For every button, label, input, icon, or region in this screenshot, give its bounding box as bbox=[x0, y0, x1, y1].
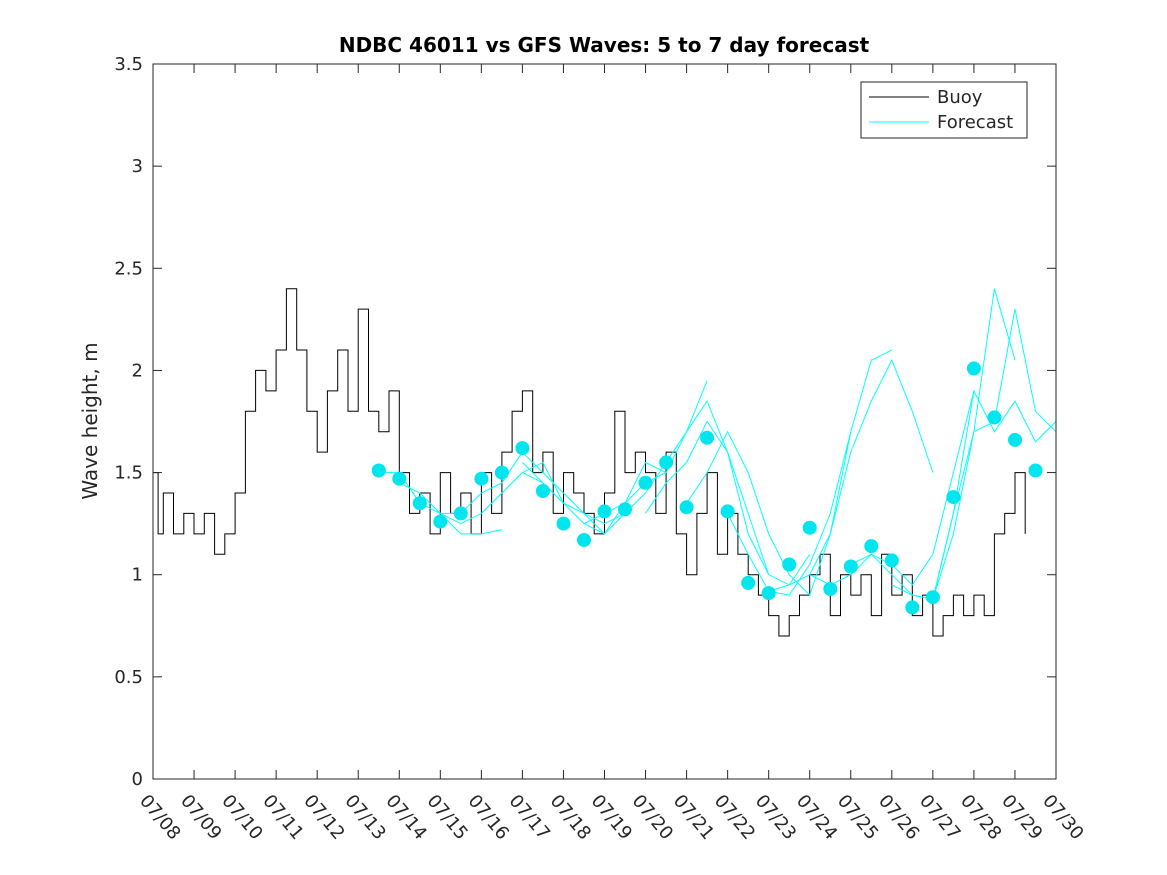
forecast-marker bbox=[556, 516, 571, 531]
forecast-marker bbox=[494, 465, 509, 480]
forecast-marker bbox=[700, 430, 715, 445]
forecast-marker bbox=[843, 559, 858, 574]
forecast-marker bbox=[535, 484, 550, 498]
forecast-marker bbox=[659, 455, 674, 470]
forecast-marker bbox=[884, 553, 899, 568]
legend-forecast-label: Forecast bbox=[937, 112, 1013, 133]
forecast-markers bbox=[371, 361, 1043, 615]
forecast-marker bbox=[515, 441, 530, 456]
y-tick-label: 3.5 bbox=[114, 54, 143, 75]
forecast-marker bbox=[864, 539, 879, 554]
forecast-line bbox=[645, 420, 811, 586]
forecast-series bbox=[378, 288, 1057, 600]
forecast-line bbox=[522, 380, 708, 525]
y-tick-label: 2.5 bbox=[114, 258, 143, 279]
forecast-marker bbox=[597, 504, 612, 519]
forecast-marker bbox=[1008, 432, 1022, 447]
forecast-line bbox=[768, 358, 934, 592]
forecast-marker bbox=[371, 463, 386, 478]
forecast-marker bbox=[823, 582, 838, 596]
forecast-marker bbox=[802, 520, 817, 535]
forecast-line bbox=[932, 389, 1057, 600]
forecast-line bbox=[686, 430, 852, 597]
forecast-marker bbox=[905, 600, 920, 615]
forecast-marker bbox=[679, 500, 694, 515]
chart-title: NDBC 46011 vs GFS Waves: 5 to 7 day fore… bbox=[339, 33, 870, 57]
forecast-marker bbox=[925, 590, 940, 605]
plot-area bbox=[153, 64, 1056, 779]
legend: Buoy Forecast bbox=[860, 81, 1028, 139]
y-tick-label: 1.5 bbox=[114, 463, 143, 484]
forecast-marker bbox=[618, 502, 632, 517]
forecast-marker bbox=[761, 586, 776, 601]
legend-box bbox=[860, 81, 1028, 139]
forecast-line bbox=[891, 309, 1057, 600]
forecast-marker bbox=[782, 557, 797, 572]
forecast-marker bbox=[966, 361, 981, 376]
forecast-marker bbox=[453, 506, 468, 521]
forecast-line bbox=[583, 400, 770, 575]
forecast-marker bbox=[741, 575, 756, 590]
y-tick-label: 3 bbox=[132, 156, 143, 177]
forecast-marker bbox=[946, 490, 961, 505]
forecast-line bbox=[727, 349, 893, 596]
forecast-marker bbox=[638, 475, 653, 490]
y-axis-ticks: 0 0.5 1 1.5 2 2.5 3 3.5 bbox=[114, 54, 1056, 790]
forecast-marker bbox=[577, 533, 591, 547]
forecast-marker bbox=[987, 410, 1002, 425]
forecast-marker bbox=[412, 496, 427, 511]
forecast-marker bbox=[474, 471, 489, 486]
forecast-marker bbox=[392, 471, 407, 486]
forecast-marker bbox=[720, 504, 735, 519]
forecast-line bbox=[481, 461, 667, 535]
y-axis-label: Wave height, m bbox=[78, 342, 102, 499]
legend-buoy-label: Buoy bbox=[937, 87, 983, 108]
forecast-marker bbox=[1028, 463, 1043, 478]
y-tick-label: 0.5 bbox=[114, 667, 143, 688]
y-tick-label: 0 bbox=[132, 769, 143, 790]
y-tick-label: 1 bbox=[132, 565, 143, 586]
y-tick-label: 2 bbox=[132, 360, 143, 381]
forecast-marker bbox=[433, 514, 448, 529]
